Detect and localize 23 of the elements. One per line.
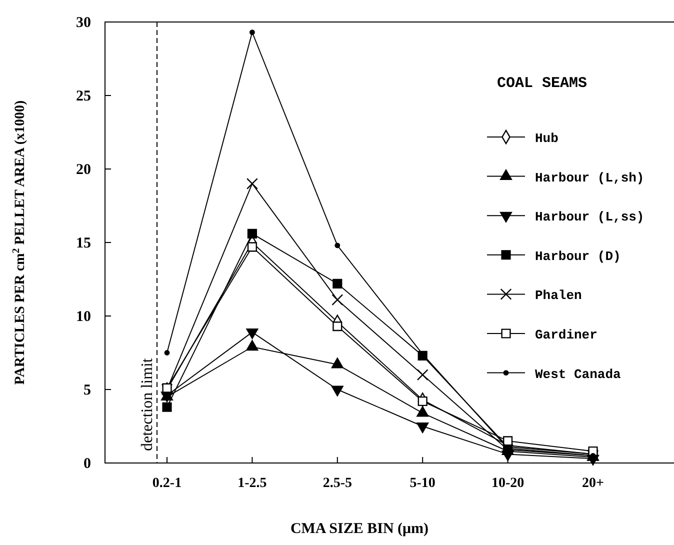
ref-line-label: detection limit: [139, 358, 156, 451]
x-tick-label: 1-2.5: [238, 476, 267, 491]
y-tick-label: 10: [76, 308, 91, 325]
legend-label: Harbour (D): [535, 248, 621, 264]
x-tick-label: 0.2-1: [152, 476, 182, 491]
legend-label: Phalen: [535, 288, 582, 304]
legend-label: Harbour (L,ss): [535, 210, 644, 225]
legend-title: COAL SEAMS: [497, 75, 588, 92]
y-tick-label: 25: [76, 88, 91, 104]
legend-label: Harbour (L,sh): [535, 170, 644, 186]
x-axis-title: CMA SIZE BIN (μm): [290, 521, 429, 537]
y-tick-label: 15: [76, 235, 91, 252]
x-tick-label: 10-20: [491, 476, 524, 491]
y-tick-label: 30: [76, 14, 91, 31]
y-tick-label: 5: [84, 382, 91, 398]
y-tick-label: 20: [76, 162, 91, 178]
x-tick-label: 20+: [582, 476, 604, 491]
y-tick-label: 0: [84, 456, 91, 472]
legend-label: Gardiner: [535, 328, 598, 342]
x-tick-label: 2.5-5: [322, 476, 352, 491]
legend-label: West Canada: [535, 366, 622, 382]
x-tick-label: 5-10: [410, 476, 436, 491]
legend-label: Hub: [535, 131, 559, 146]
